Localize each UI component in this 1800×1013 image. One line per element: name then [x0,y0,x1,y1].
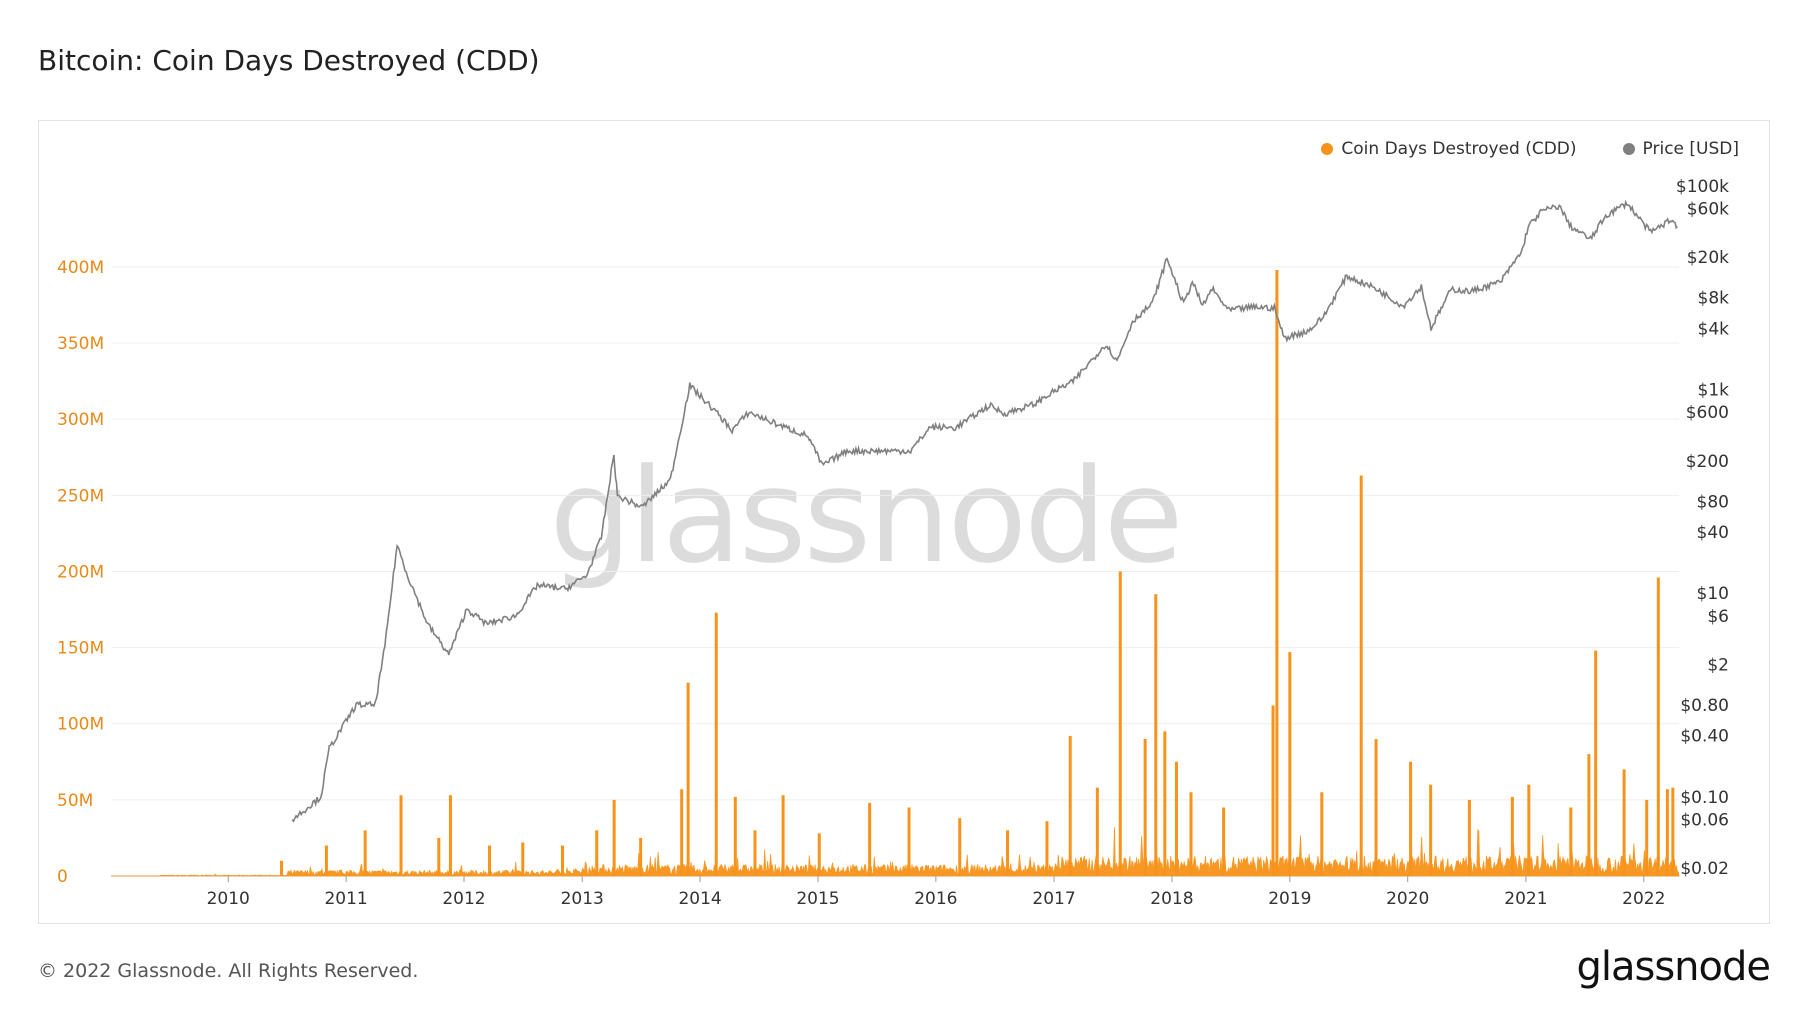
legend-label-cdd: Coin Days Destroyed (CDD) [1341,139,1577,159]
cdd-area [110,826,1680,877]
x-tick-label: 2018 [1150,889,1193,909]
legend-item-cdd[interactable]: Coin Days Destroyed (CDD) [1321,139,1577,159]
y-right-tick-label: $0.06 [1680,810,1729,830]
legend-label-price: Price [USD] [1642,139,1739,159]
y-right-tick-label: $0.10 [1680,788,1729,808]
y-left-tick-label: 200M [57,562,104,582]
x-tick-label: 2017 [1032,889,1075,909]
x-tick-label: 2016 [914,889,957,909]
x-tick-label: 2015 [796,889,839,909]
x-tick-label: 2021 [1504,889,1547,909]
cdd-spikes [280,269,1675,876]
x-tick-label: 2022 [1622,889,1665,909]
y-left-tick-label: 300M [57,410,104,430]
copyright-text: © 2022 Glassnode. All Rights Reserved. [38,960,419,982]
x-tick-label: 2014 [678,889,721,909]
y-right-tick-label: $2 [1707,655,1729,675]
y-left-tick-label: 350M [57,334,104,354]
x-axis: 2010 2011 2012 2013 2014 2015 2016 2017 2018 2019… [207,876,1665,909]
x-tick-label: 2010 [207,889,250,909]
y-left-tick-label: 150M [57,639,104,659]
y-left-tick-label: 100M [57,715,104,735]
y-right-tick-label: $4k [1698,319,1730,339]
legend: Coin Days Destroyed (CDD) Price [USD] [1321,139,1739,159]
y-right-tick-label: $6 [1707,607,1729,627]
y-right-tick-label: $0.80 [1680,696,1729,716]
y-right-tick-label: $1k [1698,381,1730,401]
y-right-tick-label: $40 [1697,523,1729,543]
y-left-tick-label: 0 [57,867,68,887]
watermark-text: glassnode [549,440,1180,592]
y-right-tick-label: $8k [1698,289,1730,309]
x-tick-label: 2020 [1386,889,1429,909]
y-left-tick-label: 250M [57,486,104,506]
chart-container: Coin Days Destroyed (CDD) Price [USD] gl… [38,120,1770,924]
x-tick-label: 2019 [1268,889,1311,909]
y-axis-left: 0 50M 100M 150M 200M 250M 300M 350M 400M [57,258,1679,887]
x-tick-label: 2013 [561,889,604,909]
y-right-tick-label: $100k [1676,177,1729,197]
y-right-tick-label: $200 [1686,452,1729,472]
y-right-tick-label: $60k [1687,200,1729,220]
glassnode-logo: glassnode [1576,944,1771,990]
y-right-tick-label: $10 [1697,584,1729,604]
legend-dot-icon [1622,143,1635,155]
x-tick-label: 2011 [324,889,367,909]
y-left-tick-label: 50M [57,791,93,811]
legend-item-price[interactable]: Price [USD] [1622,139,1739,159]
x-tick-label: 2012 [442,889,485,909]
y-right-tick-label: $0.40 [1680,727,1729,747]
y-right-tick-label: $80 [1697,492,1729,512]
y-axis-right: $100k $60k $20k $8k $4k $1k$600 $200 $80 $40 $10 $… [1676,177,1729,879]
legend-dot-icon [1321,143,1334,155]
y-right-tick-label: $20k [1687,248,1729,268]
y-left-tick-label: 400M [57,258,104,278]
y-right-tick-label: $600 [1686,403,1729,423]
chart-plot: glassnode 0 50M 100M 150M 200M 250M 300M 350M 400… [57,177,1729,909]
price-line [291,199,1678,823]
page-title: Bitcoin: Coin Days Destroyed (CDD) [38,44,540,77]
y-right-tick-label: $0.02 [1680,859,1729,879]
